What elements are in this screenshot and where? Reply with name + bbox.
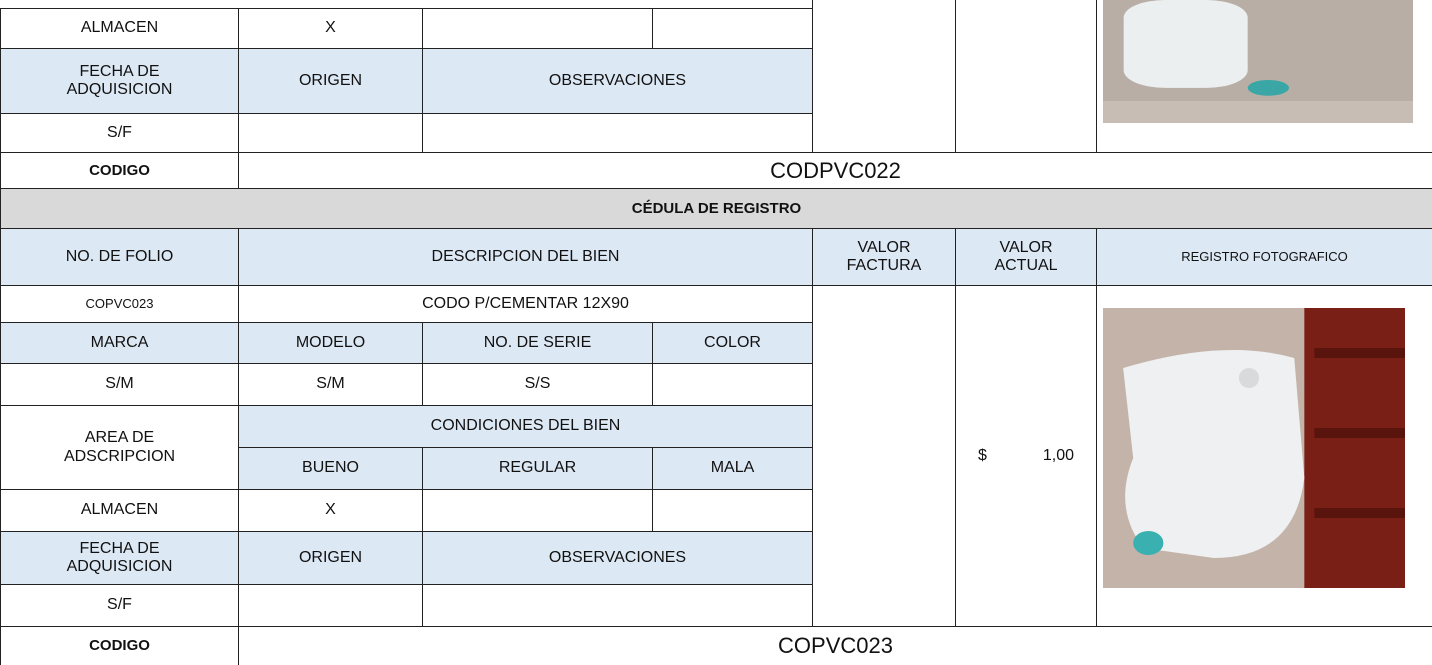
section-title: CÉDULA DE REGISTRO	[0, 188, 1432, 229]
cell-text: CODIGO	[89, 637, 150, 655]
cell-text: FECHA DE ADQUISICION	[66, 539, 173, 575]
cell-text: ALMACEN	[80, 501, 159, 519]
table-cell: FECHA DE ADQUISICION	[0, 48, 239, 114]
cell-text: X	[325, 501, 336, 519]
cell-text: $	[978, 446, 987, 464]
cell-text: S/M	[316, 375, 345, 393]
cell-text: MARCA	[90, 333, 149, 351]
cell-text: BUENO	[302, 459, 359, 477]
table-cell: S/M	[0, 363, 239, 406]
table-cell: S/F	[0, 584, 239, 627]
table-cell	[955, 0, 1097, 153]
cell-text: VALOR ACTUAL	[994, 238, 1058, 274]
table-cell: ORIGEN	[238, 531, 423, 585]
cell-text: S/F	[107, 123, 132, 141]
column-header: VALOR FACTURA	[812, 228, 956, 286]
cell-text: MODELO	[295, 333, 366, 351]
cell-text: S/M	[105, 375, 134, 393]
cell-text: CONDICIONES DEL BIEN	[430, 417, 621, 435]
cell-text: S/F	[107, 596, 132, 614]
column-header: REGISTRO FOTOGRAFICO	[1096, 228, 1432, 286]
table-cell: S/F	[0, 113, 239, 153]
cell-text: COPVC023	[85, 295, 154, 311]
table-cell	[422, 113, 813, 153]
cell-text: FECHA DE ADQUISICION	[66, 62, 173, 98]
table-cell: CODO P/CEMENTAR 12X90	[238, 285, 813, 323]
table-cell: AREA DE ADSCRIPCION	[0, 405, 239, 490]
table-cell: OBSERVACIONES	[422, 531, 813, 585]
table-cell	[422, 489, 653, 532]
table-cell: S/S	[422, 363, 653, 406]
product-photo	[1103, 0, 1413, 123]
cell-text: ORIGEN	[298, 548, 363, 566]
table-cell	[652, 8, 813, 49]
table-cell: ALMACEN	[0, 8, 239, 49]
cell-text: OBSERVACIONES	[548, 548, 687, 566]
cell-text: MALA	[710, 459, 755, 477]
table-cell: MODELO	[238, 322, 423, 364]
table-cell: COPVC023	[238, 626, 1432, 665]
table-cell: X	[238, 8, 423, 49]
table-cell	[238, 584, 423, 627]
table-cell: X	[238, 489, 423, 532]
table-cell: MARCA	[0, 322, 239, 364]
table-cell	[422, 8, 653, 49]
table-cell	[238, 113, 423, 153]
table-cell: CODPVC022	[238, 152, 1432, 189]
table-cell	[422, 584, 813, 627]
table-cell: COLOR	[652, 322, 813, 364]
table-cell: ORIGEN	[238, 48, 423, 114]
table-cell: OBSERVACIONES	[422, 48, 813, 114]
cell-text: CODO P/CEMENTAR 12X90	[422, 294, 629, 312]
product-photo	[1103, 308, 1405, 588]
cell-text: ALMACEN	[80, 19, 159, 37]
cell-text: 1,00	[1042, 446, 1074, 464]
table-cell: CONDICIONES DEL BIEN	[238, 405, 813, 448]
cell-text: COLOR	[704, 333, 761, 351]
column-header: NO. DE FOLIO	[0, 228, 239, 286]
column-header: VALOR ACTUAL	[955, 228, 1097, 286]
cell-text: X	[325, 19, 336, 37]
cell-text: CODPVC022	[770, 157, 901, 183]
table-cell	[812, 0, 956, 153]
cell-text: REGULAR	[498, 459, 577, 477]
cell-text: S/S	[524, 375, 551, 393]
table-cell: REGULAR	[422, 447, 653, 490]
cell-text: COPVC023	[778, 633, 893, 659]
cell-text: NO. DE SERIE	[483, 333, 592, 351]
table-cell: NO. DE SERIE	[422, 322, 653, 364]
cell-text: VALOR FACTURA	[846, 238, 922, 274]
column-header: DESCRIPCION DEL BIEN	[238, 228, 813, 286]
table-cell: S/M	[238, 363, 423, 406]
table-cell: COPVC023	[0, 285, 239, 323]
cell-text: NO. DE FOLIO	[65, 247, 174, 265]
cell-text: DESCRIPCION DEL BIEN	[431, 247, 620, 265]
table-cell: CODIGO	[0, 626, 239, 665]
table-cell	[652, 489, 813, 532]
table-cell: MALA	[652, 447, 813, 490]
cell-text: REGISTRO FOTOGRAFICO	[1181, 248, 1348, 264]
table-cell: FECHA DE ADQUISICION	[0, 531, 239, 585]
cell-text: OBSERVACIONES	[548, 71, 687, 89]
table-cell	[652, 363, 813, 406]
table-cell: CODIGO	[0, 152, 239, 189]
table-cell	[812, 285, 956, 627]
cell-text: CÉDULA DE REGISTRO	[631, 199, 802, 217]
cell-text: CODIGO	[89, 161, 150, 179]
table-cell: ALMACEN	[0, 489, 239, 532]
cell-text: ORIGEN	[298, 71, 363, 89]
cell-text: AREA DE ADSCRIPCION	[63, 429, 176, 465]
table-cell: $1,00	[955, 285, 1097, 627]
table-cell: BUENO	[238, 447, 423, 490]
